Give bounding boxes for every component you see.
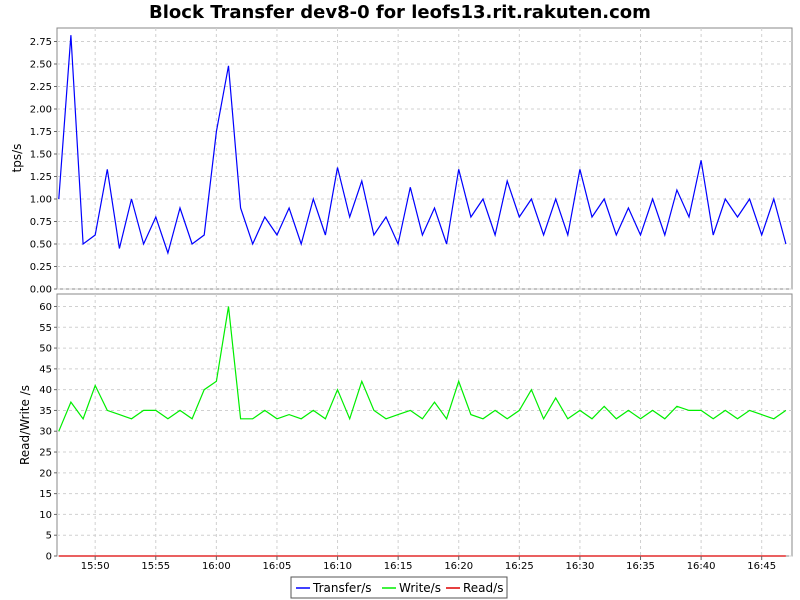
- transfer-y-tick-label: 0.75: [30, 217, 52, 228]
- x-tick-label: 16:45: [747, 561, 776, 572]
- x-tick-label: 16:40: [687, 561, 716, 572]
- transfer-y-tick-label: 2.75: [30, 37, 52, 48]
- readwrite-plot-area: [56, 293, 793, 557]
- readwrite-panel: 0 5 10 15 20 25 30 35 40 45 50 55 60 Read/Write /s: [18, 293, 793, 563]
- readwrite-y-axis-label: Read/Write /s: [18, 385, 32, 465]
- transfer-plot-area: [56, 27, 793, 290]
- x-tick-label: 15:50: [81, 561, 110, 572]
- x-tick-label: 16:20: [444, 561, 473, 572]
- transfer-y-tick-label: 0.50: [30, 240, 52, 251]
- transfer-y-tick-label: 2.50: [30, 60, 52, 71]
- legend-label-transfer: Transfer/s: [312, 581, 372, 595]
- x-tick-label: 16:10: [323, 561, 352, 572]
- transfer-y-tick-label: 0.00: [30, 285, 52, 296]
- x-tick-label: 16:25: [505, 561, 534, 572]
- readwrite-y-tick-label: 55: [39, 323, 52, 334]
- readwrite-y-tick-label: 35: [39, 406, 52, 417]
- x-tick-label: 16:35: [626, 561, 655, 572]
- transfer-y-tick-label: 0.25: [30, 262, 52, 273]
- x-tick-label: 16:30: [566, 561, 595, 572]
- transfer-y-tick-label: 1.25: [30, 172, 52, 183]
- legend-label-write: Write/s: [399, 581, 441, 595]
- series-line-transfer-s: [58, 35, 787, 256]
- transfer-y-tick-label: 2.00: [30, 105, 52, 116]
- readwrite-y-tick-label: 45: [39, 364, 52, 375]
- chart-title: Block Transfer dev8-0 for leofs13.rit.ra…: [149, 2, 651, 23]
- legend-label-read: Read/s: [463, 581, 503, 595]
- legend: Transfer/s Write/s Read/s: [290, 576, 508, 599]
- x-tick-label: 16:15: [384, 561, 413, 572]
- transfer-panel: 0.00 0.25 0.50 0.75 1.00 1.25 1.50 1.75 2.00 2.25…: [10, 27, 793, 296]
- readwrite-y-tick-label: 15: [39, 489, 52, 500]
- readwrite-y-tick-label: 20: [39, 468, 52, 479]
- transfer-y-tick-label: 2.25: [30, 82, 52, 93]
- x-tick-label: 16:00: [202, 561, 231, 572]
- legend-item-transfer: Transfer/s: [296, 581, 372, 595]
- readwrite-y-tick-label: 25: [39, 448, 52, 459]
- readwrite-y-tick-label: 5: [46, 531, 52, 542]
- readwrite-y-tick-label: 60: [39, 302, 52, 313]
- readwrite-y-tick-label: 40: [39, 385, 52, 396]
- x-tick-label: 15:55: [141, 561, 170, 572]
- readwrite-y-tick-label: 0: [46, 552, 52, 563]
- readwrite-y-tick-label: 50: [39, 344, 52, 355]
- series-line-write-s: [58, 306, 787, 432]
- transfer-y-axis-label: tps/s: [10, 144, 24, 173]
- readwrite-y-tick-label: 30: [39, 427, 52, 438]
- transfer-y-tick-label: 1.00: [30, 195, 52, 206]
- transfer-y-tick-label: 1.75: [30, 127, 52, 138]
- legend-item-write: Write/s: [382, 581, 441, 595]
- x-tick-label: 16:05: [263, 561, 292, 572]
- readwrite-y-tick-label: 10: [39, 510, 52, 521]
- transfer-y-tick-label: 1.50: [30, 150, 52, 161]
- legend-item-read: Read/s: [446, 581, 503, 595]
- legend-box: [290, 576, 508, 599]
